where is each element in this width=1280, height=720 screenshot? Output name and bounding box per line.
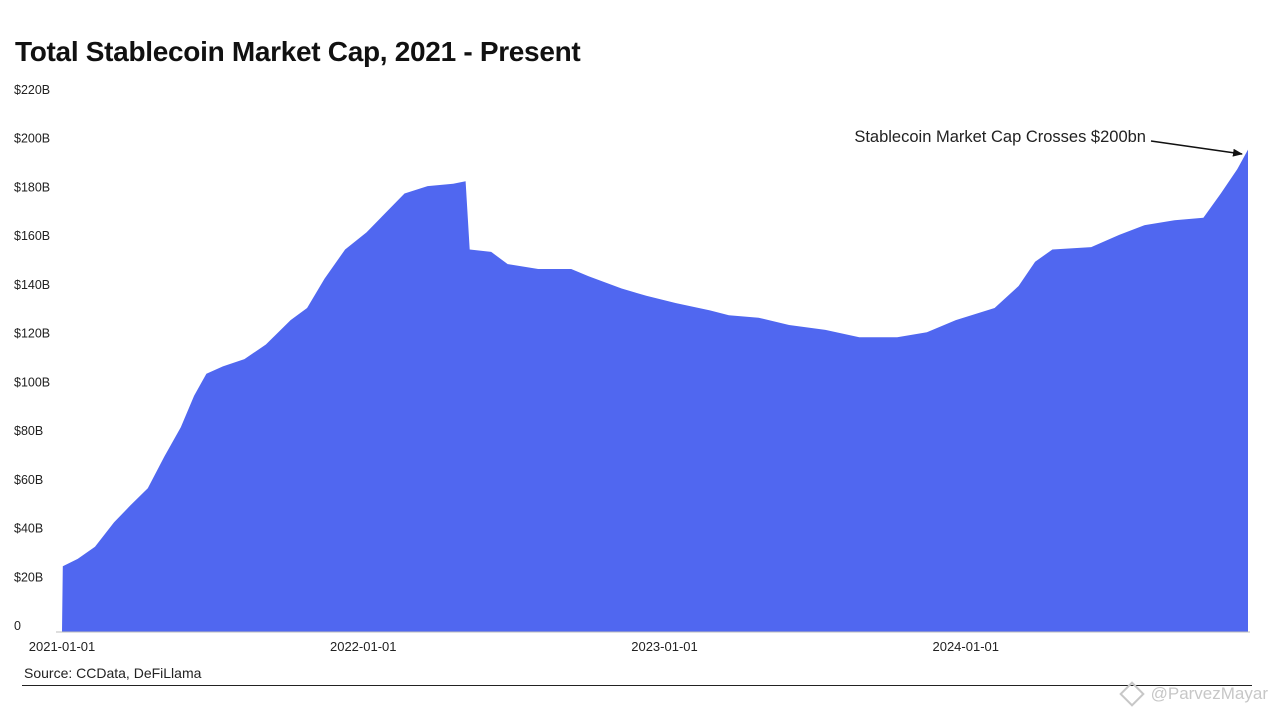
source-divider: [22, 685, 1252, 686]
y-tick-label: $140B: [14, 278, 50, 292]
y-tick-label: $20B: [14, 570, 43, 584]
market-cap-area: [62, 149, 1248, 632]
x-tick-label: 2023-01-01: [631, 639, 698, 654]
y-tick-label: $80B: [14, 424, 43, 438]
chart-title: Total Stablecoin Market Cap, 2021 - Pres…: [15, 36, 581, 67]
y-axis-ticks: 0 $20B $40B $60B $80B $100B $120B $140B $160B $18…: [14, 83, 50, 633]
x-tick-label: 2024-01-01: [932, 639, 999, 654]
y-tick-label: $40B: [14, 522, 43, 536]
watermark-text: @ParvezMayar: [1150, 684, 1268, 703]
watermark: @ParvezMayar: [1118, 681, 1268, 707]
annotation-arrow: [1150, 140, 1243, 157]
y-tick-label: $120B: [14, 327, 50, 341]
x-axis-ticks: 2021-01-01 2022-01-01 2023-01-01 2024-01-01: [29, 639, 999, 654]
source-note: Source: CCData, DeFiLlama: [24, 665, 202, 681]
x-tick-label: 2021-01-01: [29, 639, 96, 654]
y-tick-label: $100B: [14, 375, 50, 389]
y-tick-label: 0: [14, 619, 21, 633]
x-tick-label: 2022-01-01: [330, 639, 397, 654]
y-tick-label: $60B: [14, 473, 43, 487]
y-tick-label: $180B: [14, 180, 50, 194]
binance-logo-icon: [1118, 681, 1145, 707]
y-tick-label: $160B: [14, 229, 50, 243]
y-tick-label: $200B: [14, 132, 50, 146]
annotation-text: Stablecoin Market Cap Crosses $200bn: [854, 128, 1146, 146]
y-tick-label: $220B: [14, 83, 50, 97]
